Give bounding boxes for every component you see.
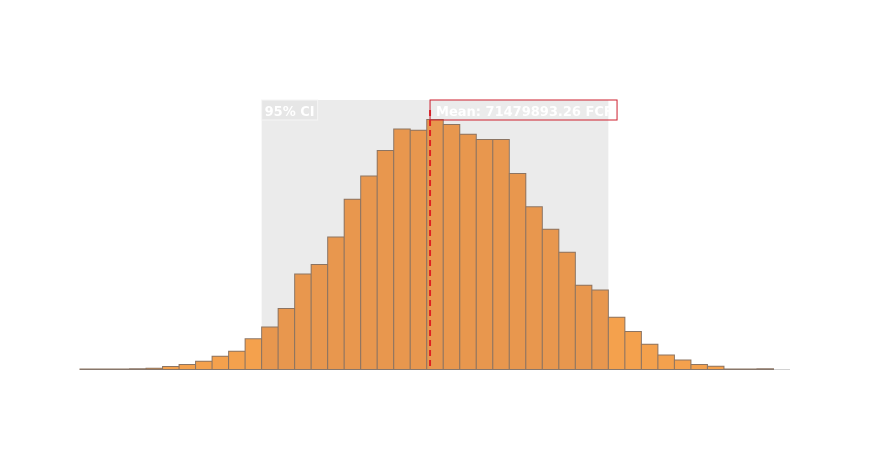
histogram-bar — [624, 331, 642, 370]
mean-label-box — [429, 99, 618, 121]
histogram-bar — [244, 338, 263, 370]
histogram-bar — [343, 198, 362, 370]
histogram-bar — [211, 355, 230, 370]
histogram-bar — [459, 133, 477, 370]
mean-label-text: Mean: 71479893.26 FCFA — [436, 105, 621, 120]
histogram-bar — [327, 236, 345, 370]
ci-label-background — [261, 99, 319, 121]
histogram-bar — [294, 273, 312, 370]
histogram-bar — [640, 343, 659, 370]
histogram-bar — [409, 129, 428, 370]
histogram-bar — [690, 364, 708, 370]
histogram-bar — [673, 359, 692, 370]
histogram-bar — [756, 368, 774, 370]
histogram-bar — [574, 284, 593, 370]
mean-label: Mean: 71479893.26 FCFA — [429, 99, 621, 121]
histogram-bar — [442, 124, 461, 370]
ci-label-text: 95% CI — [265, 105, 315, 120]
histogram-bar — [508, 173, 527, 370]
histogram-bar — [310, 264, 329, 370]
histogram-bars — [79, 119, 774, 370]
histogram-bar — [261, 326, 279, 370]
histogram-bar — [195, 360, 213, 370]
histogram-bar — [277, 308, 296, 370]
histogram-bar — [178, 364, 197, 370]
histogram-bar — [706, 365, 725, 370]
histogram-bar — [657, 354, 675, 370]
histogram-bar — [541, 228, 560, 370]
histogram-bar — [393, 128, 411, 370]
histogram-bar — [360, 175, 378, 370]
histogram-bar — [228, 350, 246, 370]
histogram-bar — [376, 150, 395, 370]
histogram-bar — [475, 139, 494, 370]
histogram-bar — [591, 289, 609, 370]
histogram-bar — [525, 206, 543, 370]
ci-label: 95% CI — [261, 99, 319, 121]
histogram-bar — [607, 316, 626, 370]
histogram-bar — [558, 251, 576, 370]
histogram-bar — [492, 139, 510, 370]
